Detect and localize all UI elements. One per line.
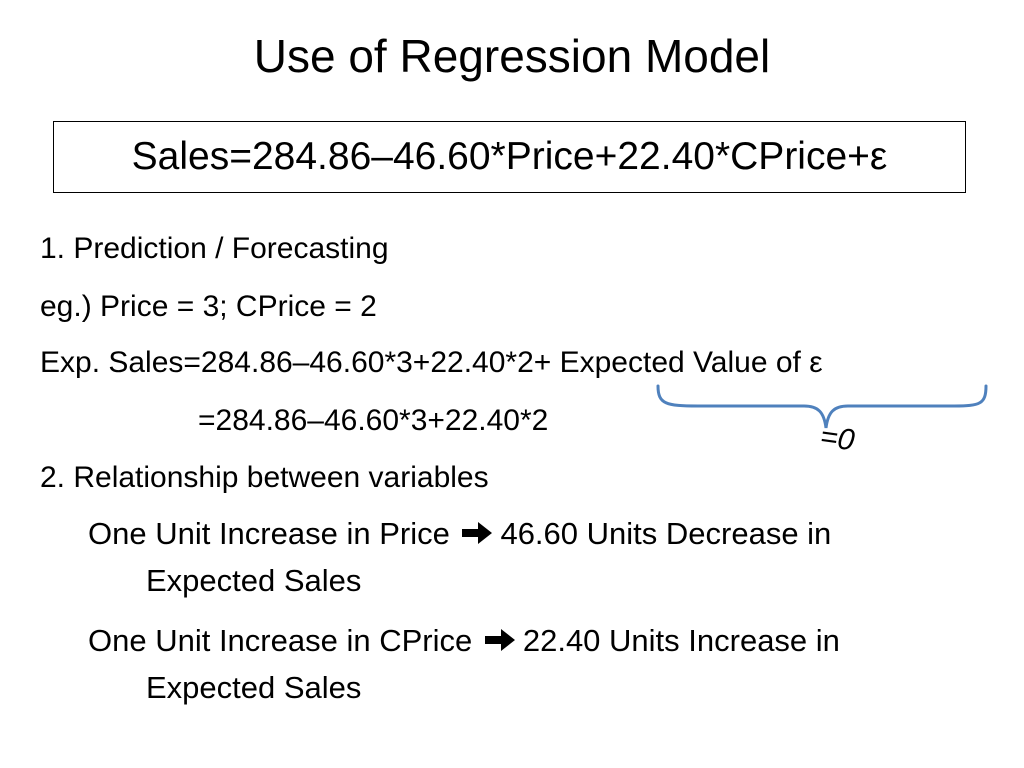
relationship-cause: One Unit Increase in Price	[88, 516, 450, 551]
expected-sales-equation: Exp. Sales=284.86–46.60*3+22.40*2+ Expec…	[40, 343, 823, 383]
bold-right-arrow-icon	[483, 628, 517, 652]
relationship-effect-continued: Expected Sales	[146, 668, 361, 708]
relationship-effect: 46.60 Units Decrease in	[500, 516, 831, 551]
expected-sales-simplified: =284.86–46.60*3+22.40*2	[198, 401, 548, 441]
regression-equation-box: Sales=284.86–46.60*Price+22.40*CPrice+ε	[53, 121, 966, 193]
relationship-effect: 22.40 Units Increase in	[523, 623, 840, 658]
relationship-cause: One Unit Increase in CPrice	[88, 623, 472, 658]
brace-label: =0	[817, 417, 856, 461]
relationship-effect-continued: Expected Sales	[146, 561, 361, 601]
relationship-heading: 2. Relationship between variables	[40, 458, 489, 498]
relationship-item-cprice: One Unit Increase in CPrice 22.40 Units …	[88, 621, 840, 661]
regression-equation: Sales=284.86–46.60*Price+22.40*CPrice+ε	[132, 135, 888, 179]
relationship-item-price: One Unit Increase in Price 46.60 Units D…	[88, 514, 831, 554]
prediction-example: eg.) Price = 3; CPrice = 2	[40, 287, 377, 327]
slide-title: Use of Regression Model	[0, 26, 1024, 86]
prediction-heading: 1. Prediction / Forecasting	[40, 229, 389, 269]
bold-right-arrow-icon	[460, 521, 494, 545]
